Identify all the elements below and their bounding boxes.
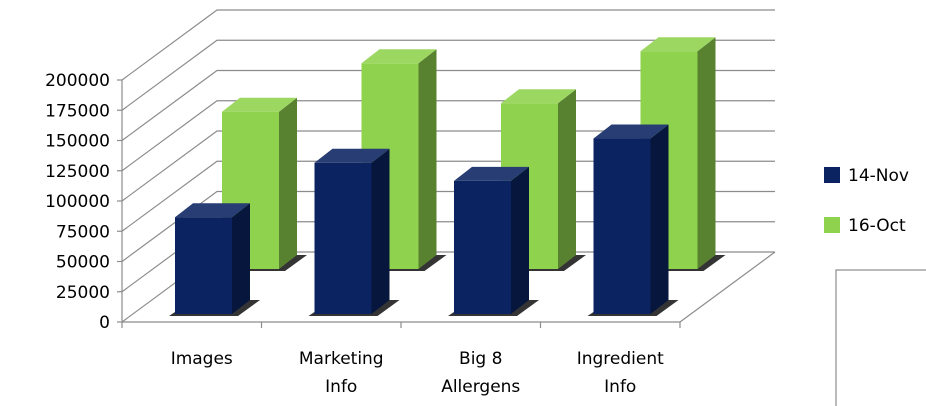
bar-14-Nov-3: [587, 124, 679, 316]
gridline: [121, 100, 775, 172]
x-category-label: Marketing: [299, 349, 384, 369]
y-tick-label: 25000: [56, 283, 110, 303]
x-axis-categories: Images Marketing Info Big 8 Allergens Ingredi…: [171, 349, 664, 397]
y-tick-label: 200000: [45, 71, 110, 91]
y-tick-label: 75000: [56, 222, 110, 242]
legend-swatch: [824, 217, 840, 233]
x-category-label: Allergens: [441, 377, 520, 397]
y-tick-label: 0: [99, 313, 110, 333]
y-tick-label: 150000: [45, 132, 110, 152]
bar-14-Nov-2: [448, 166, 539, 316]
gridline: [121, 160, 775, 232]
x-category-label: Info: [604, 377, 636, 397]
y-tick-label: 175000: [45, 101, 110, 121]
legend: 14-Nov 16-Oct: [824, 166, 909, 236]
legend-label: 16-Oct: [848, 216, 906, 236]
gridline: [121, 69, 775, 141]
y-tick-label: 125000: [45, 162, 110, 182]
x-category-label: Info: [325, 377, 357, 397]
gridline: [121, 130, 775, 202]
gridline: [121, 190, 775, 262]
bar-14-Nov-0: [169, 203, 260, 316]
y-axis-ticks: 0 25000 50000 75000 100000 125000 150000 175000…: [45, 71, 681, 333]
empty-frame-box: [835, 269, 926, 406]
x-category-label: Images: [171, 349, 233, 369]
gridline: [121, 9, 775, 81]
gridline: [121, 39, 775, 111]
legend-label: 14-Nov: [848, 166, 909, 186]
legend-swatch: [824, 167, 840, 183]
x-category-label: Ingredient: [577, 349, 664, 369]
gridlines: [121, 9, 775, 323]
y-tick-label: 100000: [45, 192, 110, 212]
y-tick-label: 50000: [56, 253, 110, 273]
bar-14-Nov-1: [308, 148, 400, 316]
bars: [169, 37, 726, 316]
x-category-label: Big 8: [459, 349, 502, 369]
